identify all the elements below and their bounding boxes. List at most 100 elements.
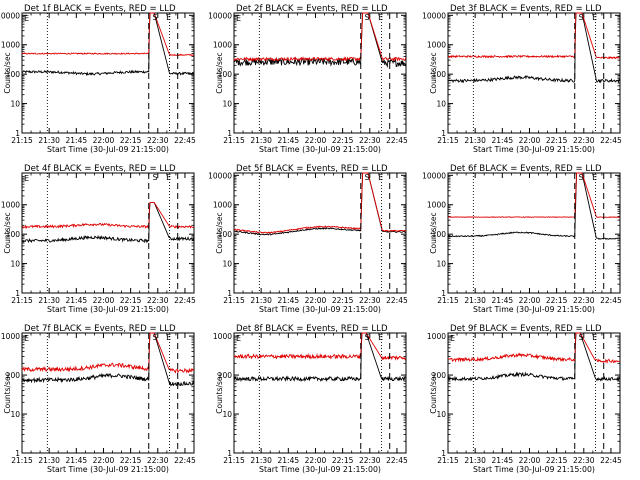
y-tick-label: 1 xyxy=(227,449,232,458)
x-tick-label: 22:30 xyxy=(573,296,595,305)
y-tick-label: 10000 xyxy=(422,11,446,20)
x-tick-label: 21:15 xyxy=(223,136,245,145)
chart-title: Det 2f BLACK = Events, RED = LLD xyxy=(236,4,388,14)
x-tick-label: 22:45 xyxy=(600,296,622,305)
chart-panel-4: Det 4f BLACK = Events, RED = LLD 1 10 100 10… xyxy=(1,164,196,314)
x-tick-label: 22:00 xyxy=(519,456,541,465)
plot-frame xyxy=(233,332,407,454)
plot-frame xyxy=(21,332,195,454)
x-tick-label: 22:15 xyxy=(332,136,354,145)
x-tick-label: 21:30 xyxy=(38,296,60,305)
y-tick-label: 100 xyxy=(432,70,447,79)
x-tick-label: 21:30 xyxy=(464,296,486,305)
y-tick-label: 10 xyxy=(436,100,446,109)
x-tick-label: 21:45 xyxy=(66,456,88,465)
marker-letter: S xyxy=(365,333,370,342)
x-tick-label: 22:15 xyxy=(120,136,142,145)
x-tick-label: 22:30 xyxy=(147,136,169,145)
x-tick-label: 22:00 xyxy=(93,136,115,145)
y-tick-label: 1000 xyxy=(213,332,232,341)
y-axis-label: Counts/sec xyxy=(215,372,224,413)
y-tick-label: 100 xyxy=(218,70,233,79)
x-tick-label: 22:15 xyxy=(120,296,142,305)
series-line-events xyxy=(447,172,620,240)
x-axis-label: Start Time (30-Jul-09 21:15:00) xyxy=(47,465,169,474)
chart-title: Det 1f BLACK = Events, RED = LLD xyxy=(24,4,176,14)
x-tick-label: 21:45 xyxy=(66,136,88,145)
chart-title: Det 6f BLACK = Events, RED = LLD xyxy=(450,164,602,174)
x-tick-label: 21:15 xyxy=(11,456,33,465)
y-tick-label: 100 xyxy=(432,371,447,380)
y-tick-label: 100 xyxy=(218,371,233,380)
series-line-lld xyxy=(21,201,195,229)
x-tick-label: 22:30 xyxy=(573,456,595,465)
marker-letter: S xyxy=(579,13,584,22)
series-line-events xyxy=(447,332,620,382)
marker-letter: E xyxy=(592,13,597,22)
y-tick-label: 10 xyxy=(222,100,232,109)
x-tick-label: 22:45 xyxy=(386,456,408,465)
y-tick-label: 10 xyxy=(10,100,20,109)
x-tick-label: 22:00 xyxy=(519,136,541,145)
x-tick-label: 22:30 xyxy=(359,136,381,145)
x-tick-label: 22:00 xyxy=(305,296,327,305)
x-tick-label: 22:15 xyxy=(546,296,568,305)
chart-title: Det 9f BLACK = Events, RED = LLD xyxy=(450,324,602,334)
x-tick-label: 22:15 xyxy=(120,456,142,465)
y-tick-label: 1 xyxy=(15,449,20,458)
x-tick-label: 22:30 xyxy=(147,456,169,465)
series-line-lld xyxy=(233,12,407,62)
series-line-events xyxy=(447,12,620,84)
plot-frame xyxy=(233,12,407,134)
marker-letter: E xyxy=(378,333,383,342)
y-axis-label: Counts/sec xyxy=(3,52,12,93)
x-tick-label: 22:30 xyxy=(359,456,381,465)
series-line-lld xyxy=(447,332,620,365)
marker-letter: S xyxy=(579,333,584,342)
y-axis-label: Counts/sec xyxy=(429,52,438,93)
marker-letter: S xyxy=(153,13,158,22)
marker-letter: E xyxy=(450,334,455,343)
marker-letter: E xyxy=(236,14,241,23)
series-line-events xyxy=(233,12,407,69)
plot-frame xyxy=(447,172,621,294)
plot-frame xyxy=(233,172,407,294)
marker-letter: S xyxy=(365,173,370,182)
x-tick-label: 22:30 xyxy=(147,296,169,305)
x-tick-label: 22:45 xyxy=(174,136,196,145)
series-line-events xyxy=(21,332,195,387)
series-line-lld xyxy=(447,12,620,60)
marker-letter: S xyxy=(579,173,584,182)
x-tick-label: 22:15 xyxy=(332,456,354,465)
x-tick-label: 21:30 xyxy=(38,456,60,465)
y-tick-label: 10 xyxy=(436,260,446,269)
y-tick-label: 1000 xyxy=(1,201,20,210)
x-tick-label: 22:00 xyxy=(93,456,115,465)
x-tick-label: 21:45 xyxy=(492,456,514,465)
x-tick-label: 22:00 xyxy=(93,296,115,305)
x-tick-label: 22:45 xyxy=(600,136,622,145)
plot-frame xyxy=(447,332,621,454)
y-axis-label: Counts/sec xyxy=(215,52,224,93)
y-tick-label: 1000 xyxy=(427,201,446,210)
x-tick-label: 22:45 xyxy=(386,296,408,305)
series-line-lld xyxy=(233,332,407,361)
x-tick-label: 22:30 xyxy=(359,296,381,305)
marker-letter: E xyxy=(592,173,597,182)
plot-frame xyxy=(21,172,195,294)
y-tick-label: 1 xyxy=(441,289,446,298)
x-tick-label: 21:15 xyxy=(437,296,459,305)
x-tick-label: 21:30 xyxy=(38,136,60,145)
y-axis-label: Counts/sec xyxy=(429,372,438,413)
x-axis-label: Start Time (30-Jul-09 21:15:00) xyxy=(259,305,381,314)
x-tick-label: 22:15 xyxy=(546,456,568,465)
y-tick-label: 1 xyxy=(15,289,20,298)
x-axis-label: Start Time (30-Jul-09 21:15:00) xyxy=(473,465,595,474)
y-tick-label: 1000 xyxy=(1,41,20,50)
series-line-events xyxy=(233,332,407,383)
chart-panel-8: Det 8f BLACK = Events, RED = LLD 1 10 100 10… xyxy=(213,324,408,474)
series-line-lld xyxy=(21,12,194,57)
x-axis-label: Start Time (30-Jul-09 21:15:00) xyxy=(473,145,595,154)
chart-title: Det 5f BLACK = Events, RED = LLD xyxy=(236,164,388,174)
x-tick-label: 21:15 xyxy=(437,136,459,145)
